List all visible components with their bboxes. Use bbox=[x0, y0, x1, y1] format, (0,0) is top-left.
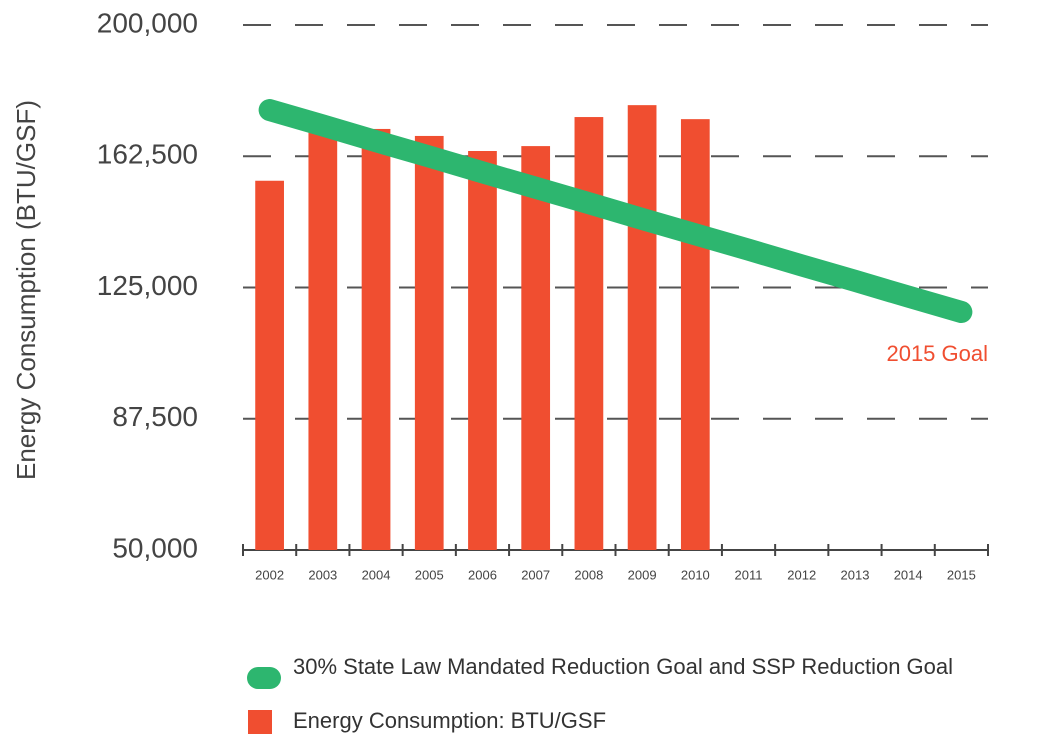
bar bbox=[361, 128, 391, 550]
y-tick-label: 200,000 bbox=[97, 7, 198, 38]
bar bbox=[468, 151, 497, 550]
bar bbox=[627, 105, 657, 551]
y-tick-label: 125,000 bbox=[97, 270, 198, 301]
x-tick-label: 2003 bbox=[308, 567, 337, 582]
x-tick-label: 2004 bbox=[362, 567, 391, 582]
x-tick-label: 2014 bbox=[894, 567, 923, 582]
x-tick-label: 2011 bbox=[735, 567, 763, 582]
y-tick-label: 162,500 bbox=[97, 139, 198, 170]
x-tick-label: 2007 bbox=[521, 567, 550, 582]
y-axis-label: Energy Consumption (BTU/GSF) bbox=[11, 100, 41, 480]
x-tick-label: 2013 bbox=[841, 567, 870, 582]
legend-swatch bbox=[248, 710, 272, 734]
bar bbox=[680, 119, 710, 551]
x-tick-label: 2006 bbox=[468, 567, 497, 582]
x-tick-label: 2009 bbox=[628, 567, 657, 582]
y-tick-label: 87,500 bbox=[112, 401, 198, 432]
y-tick-label: 50,000 bbox=[112, 532, 198, 563]
x-tick-label: 2008 bbox=[574, 567, 603, 582]
x-tick-label: 2015 bbox=[947, 567, 976, 582]
x-tick-label: 2012 bbox=[787, 567, 816, 582]
x-tick-label: 2002 bbox=[255, 567, 284, 582]
bar bbox=[574, 117, 604, 551]
bar bbox=[521, 146, 551, 550]
legend-label: Energy Consumption: BTU/GSF bbox=[293, 708, 606, 733]
bar bbox=[414, 135, 444, 550]
goal-line bbox=[258, 99, 973, 323]
x-tick-label: 2005 bbox=[415, 567, 444, 582]
annotation: 2015 Goal bbox=[886, 341, 988, 366]
x-tick-label: 2010 bbox=[681, 567, 710, 582]
bar bbox=[255, 180, 284, 550]
bar bbox=[308, 125, 338, 550]
legend-label: 30% State Law Mandated Reduction Goal an… bbox=[293, 654, 953, 679]
